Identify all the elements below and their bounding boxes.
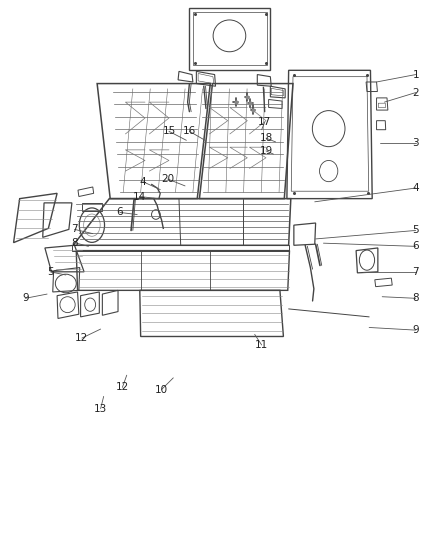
Text: 14: 14 xyxy=(133,191,146,201)
Text: 8: 8 xyxy=(413,293,419,303)
Text: 9: 9 xyxy=(22,293,28,303)
Text: 10: 10 xyxy=(155,384,168,394)
Text: 3: 3 xyxy=(413,139,419,149)
Text: 5: 5 xyxy=(47,267,53,277)
Text: 17: 17 xyxy=(258,117,271,127)
Text: 7: 7 xyxy=(71,224,78,235)
Text: 12: 12 xyxy=(75,333,88,343)
Text: 5: 5 xyxy=(413,225,419,236)
Text: 8: 8 xyxy=(71,238,78,248)
Text: 11: 11 xyxy=(255,340,268,350)
Text: 20: 20 xyxy=(161,174,174,184)
Text: 13: 13 xyxy=(94,403,107,414)
Text: 6: 6 xyxy=(413,241,419,252)
Text: 2: 2 xyxy=(413,87,419,98)
Text: 1: 1 xyxy=(413,70,419,79)
Text: 16: 16 xyxy=(183,126,196,136)
Text: 7: 7 xyxy=(413,267,419,277)
Text: 6: 6 xyxy=(117,207,123,217)
Text: 9: 9 xyxy=(413,325,419,335)
Text: 19: 19 xyxy=(259,146,272,156)
Text: 4: 4 xyxy=(140,176,146,187)
Text: 15: 15 xyxy=(162,126,176,136)
Text: 12: 12 xyxy=(116,382,129,392)
Text: 18: 18 xyxy=(259,133,272,143)
Text: 4: 4 xyxy=(413,183,419,193)
